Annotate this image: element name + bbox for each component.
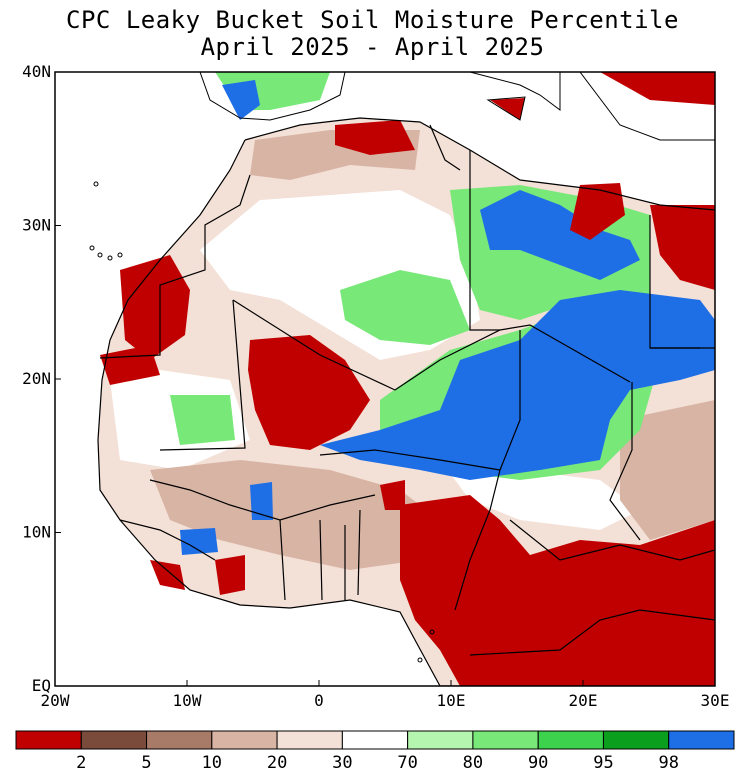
colorbar-swatch: [80, 730, 148, 750]
border-algeria-libya: [469, 150, 500, 331]
greece-coast: [579, 72, 715, 141]
colorbar-label: 30: [332, 753, 352, 773]
x-tick-label: 10E: [437, 691, 466, 710]
border-west-africa-b: [149, 479, 376, 521]
normal-area-central: [440, 460, 640, 530]
map-field: [55, 72, 715, 686]
colorbar-swatch: [276, 730, 343, 750]
wet-blue-libya: [480, 190, 640, 280]
dry-red-ivory-coast: [215, 555, 245, 595]
colorbar-label: 98: [658, 753, 678, 773]
border-niger-nigeria: [319, 449, 501, 471]
island-d: [117, 252, 123, 258]
longitude-axis: 20W 10W 0 10E 20E 30E: [41, 680, 730, 710]
italy-landmass: [470, 72, 560, 110]
x-tick-label: 20W: [41, 691, 70, 710]
dry-red-turkey: [600, 72, 715, 105]
italy-coast: [469, 72, 561, 111]
border-west-africa-a: [279, 509, 361, 601]
colorbar-swatch: [472, 730, 539, 750]
islands: [89, 181, 435, 663]
x-tick-label: 10W: [173, 691, 202, 710]
country-borders: [97, 117, 715, 686]
border-chad-sudan: [609, 382, 641, 541]
border-central-africa: [509, 519, 715, 561]
map-title: CPC Leaky Bucket Soil Moisture Percentil…: [66, 6, 679, 34]
x-tick-label: 20E: [569, 691, 598, 710]
dry-red-morocco: [335, 120, 415, 155]
y-tick-label: 20N: [22, 369, 51, 388]
dry-red-sicily: [490, 98, 525, 120]
colorbar-label: 5: [141, 753, 151, 773]
colorbar-label: 95: [593, 753, 613, 773]
europe-coastline: [199, 72, 715, 141]
colorbar-label: 20: [267, 753, 287, 773]
dry-red-central-africa: [400, 495, 715, 686]
border-morocco: [204, 174, 251, 260]
colorbar-legend: 2 5 10 20 30 70 80 90 95 98: [15, 730, 735, 773]
y-tick-label: 30N: [22, 216, 51, 235]
colorbar-swatch: [668, 730, 735, 750]
colorbar-swatch: [146, 730, 213, 750]
wet-blue-spain: [222, 80, 260, 120]
y-tick-label: 10N: [22, 523, 51, 542]
island-f: [429, 629, 435, 635]
latitude-axis: 40N 30N 20N 10N EQ: [22, 62, 61, 695]
colorbar-swatch: [341, 730, 409, 750]
border-nigeria-cameroon: [454, 469, 501, 611]
wet-blue-niger-chad: [320, 290, 715, 480]
y-tick-label: 40N: [22, 62, 51, 81]
border-niger-chad: [499, 330, 521, 471]
colorbar-swatch: [537, 730, 604, 750]
island-a: [89, 245, 95, 251]
island-e: [93, 181, 99, 187]
wet-green-mali: [170, 395, 235, 445]
colorbar-swatch: [407, 730, 474, 750]
iberia-coast: [199, 72, 346, 121]
x-tick-label: 0: [314, 691, 324, 710]
dry-red-nigeria: [380, 480, 405, 510]
border-mali-algeria: [232, 299, 631, 391]
map-subtitle-period: April 2025 - April 2025: [200, 33, 545, 61]
y-tick-label: EQ: [32, 676, 51, 695]
sicily-coast: [486, 96, 526, 121]
wet-green-algeria: [340, 270, 470, 345]
island-b: [97, 252, 103, 258]
colorbar-label: 70: [397, 753, 417, 773]
border-mauritania: [99, 260, 206, 359]
border-congo: [469, 609, 715, 656]
border-mali-mauritania: [159, 299, 246, 451]
island-c: [107, 255, 113, 261]
colorbar-label: 80: [463, 753, 483, 773]
colorbar-swatch: [15, 730, 82, 750]
dry-red-egypt-east: [650, 205, 715, 290]
wet-blue-burkina: [250, 482, 273, 520]
wet-blue-guinea: [180, 528, 218, 555]
border-tunisia: [429, 124, 461, 171]
colorbar-label: 10: [202, 753, 222, 773]
x-tick-label: 30E: [701, 691, 730, 710]
border-guinea: [119, 519, 216, 561]
dry-red-senegal: [150, 560, 185, 590]
dry-red-mauritania-coast: [100, 345, 160, 385]
colorbar-swatch: [602, 730, 670, 750]
colorbar-swatch: [211, 730, 278, 750]
colorbar-label: 90: [528, 753, 548, 773]
dry-patch-east: [620, 400, 715, 540]
island-g: [417, 657, 423, 663]
dry-red-libya-coast: [570, 183, 625, 240]
colorbar-label: 2: [76, 753, 86, 773]
